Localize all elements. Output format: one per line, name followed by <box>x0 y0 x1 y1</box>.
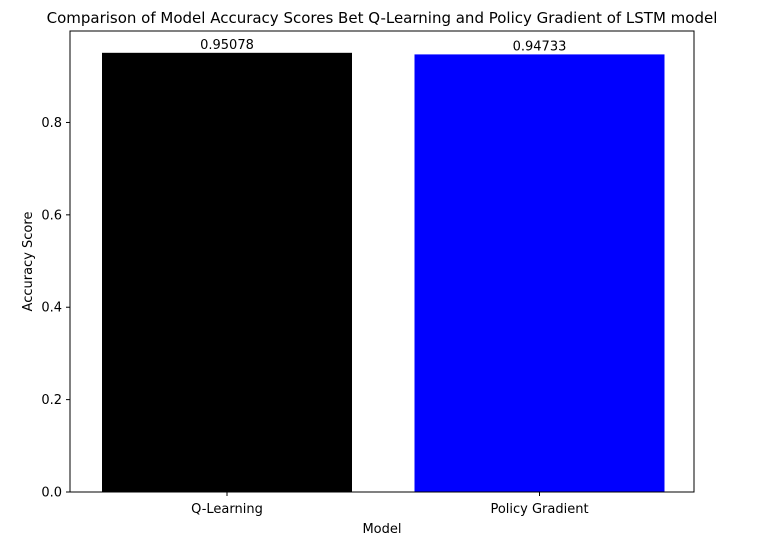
plot-frame <box>69 30 695 493</box>
y-tick-label: 0.4 <box>41 301 62 316</box>
chart-title: Comparison of Model Accuracy Scores Bet … <box>47 9 718 27</box>
y-tick-label: 0.2 <box>41 393 62 408</box>
x-axis: Q-Learning Policy Gradient <box>191 492 589 517</box>
y-tick-label: 0.8 <box>41 116 62 131</box>
bar-q-learning <box>102 52 352 492</box>
x-axis-label: Model <box>362 522 401 537</box>
y-tick-label: 0.0 <box>41 486 62 501</box>
data-label: 0.94733 <box>513 39 567 54</box>
data-labels-group: 0.95078 0.94733 <box>200 38 566 55</box>
y-tick-label: 0.6 <box>41 208 62 223</box>
bar-policy-gradient <box>414 54 665 493</box>
y-axis-label: Accuracy Score <box>21 212 36 312</box>
data-label: 0.95078 <box>200 38 254 53</box>
x-tick-label: Policy Gradient <box>490 502 588 517</box>
x-tick-label: Q-Learning <box>191 502 263 517</box>
y-axis: 0.0 0.2 0.4 0.6 0.8 <box>41 116 70 501</box>
bars-group <box>102 52 665 493</box>
